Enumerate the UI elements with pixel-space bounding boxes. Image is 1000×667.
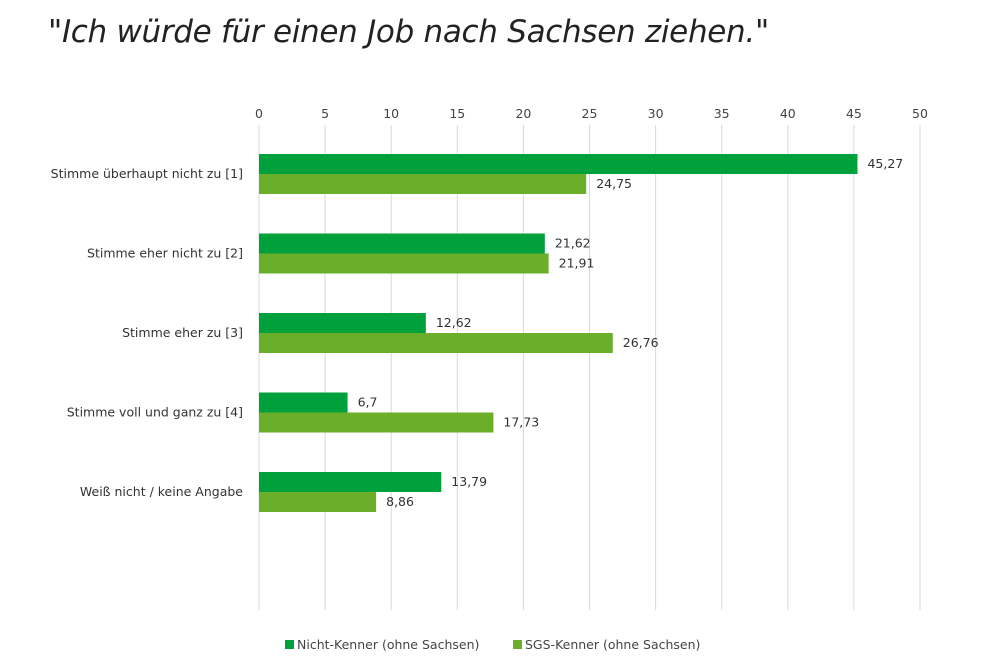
data-label: 6,7 [358,395,378,410]
legend-swatch [513,640,522,649]
x-tick-label: 40 [780,106,796,121]
x-tick-label: 25 [582,106,598,121]
x-tick-label: 50 [912,106,928,121]
category-label: Weiß nicht / keine Angabe [80,484,243,499]
data-label: 17,73 [503,415,539,430]
category-label: Stimme eher zu [3] [122,325,243,340]
x-tick-label: 20 [515,106,531,121]
bar-nicht-kenner [259,392,348,413]
x-tick-label: 5 [321,106,329,121]
data-label: 21,62 [555,236,591,251]
x-tick-label: 45 [846,106,862,121]
x-tick-label: 35 [714,106,730,121]
data-label: 21,91 [559,256,595,271]
category-label: Stimme eher nicht zu [2] [87,246,243,261]
bar-nicht-kenner [259,472,442,492]
x-tick-label: 30 [648,106,664,121]
x-tick-label: 10 [383,106,399,121]
category-label: Stimme voll und ganz zu [4] [67,405,243,420]
bar-sgs-kenner [259,333,613,353]
category-label: Stimme überhaupt nicht zu [1] [51,166,243,181]
bar-sgs-kenner [259,412,494,433]
legend-label: Nicht-Kenner (ohne Sachsen) [297,637,479,652]
bar-nicht-kenner [259,154,858,174]
data-label: 13,79 [451,474,487,489]
chart-title: "Ich würde für einen Job nach Sachsen zi… [48,14,769,50]
bar-nicht-kenner [259,233,545,254]
bar-sgs-kenner [259,253,549,274]
data-label: 8,86 [386,494,414,509]
bar-nicht-kenner [259,313,426,333]
data-label: 12,62 [436,315,472,330]
bar-sgs-kenner [259,174,587,194]
x-tick-label: 15 [449,106,465,121]
legend-label: SGS-Kenner (ohne Sachsen) [525,637,700,652]
data-label: 24,75 [596,176,632,191]
data-label: 26,76 [623,335,659,350]
bar-sgs-kenner [259,492,377,512]
data-label: 45,27 [867,156,903,171]
legend-swatch [285,640,294,649]
x-tick-label: 0 [255,106,263,121]
